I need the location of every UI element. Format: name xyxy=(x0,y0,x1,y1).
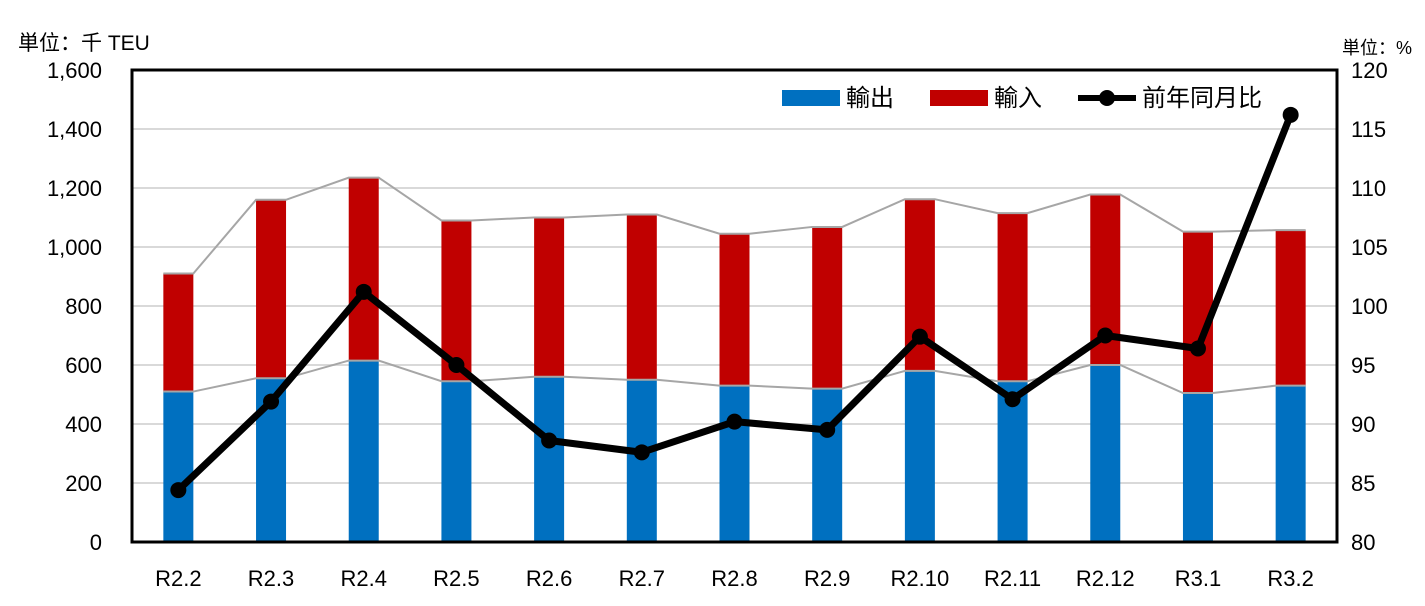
series-line-export xyxy=(163,359,1306,395)
yoy-line xyxy=(170,106,1299,499)
bar-export xyxy=(997,381,1028,542)
yoy-point xyxy=(911,328,928,345)
y-right-tick-label: 80 xyxy=(1351,530,1375,555)
bar-import xyxy=(1275,230,1306,386)
y-left-tick-label: 1,000 xyxy=(47,235,102,260)
x-tick-label: R3.1 xyxy=(1175,566,1221,591)
yoy-point xyxy=(355,283,372,300)
yoy-point xyxy=(1004,391,1021,408)
bar-export xyxy=(626,379,657,542)
y-right-tick-label: 105 xyxy=(1351,235,1388,260)
bar-export xyxy=(1090,365,1121,542)
legend-swatch-import xyxy=(930,90,988,106)
bar-import xyxy=(1182,231,1213,394)
bar-export xyxy=(1275,385,1306,542)
y-right-tick-label: 90 xyxy=(1351,412,1375,437)
y-right-tick-label: 120 xyxy=(1351,58,1388,83)
y-right-tick-label: 85 xyxy=(1351,471,1375,496)
x-tick-label: R2.7 xyxy=(619,566,665,591)
bar-import xyxy=(812,226,843,389)
yoy-point xyxy=(819,421,836,438)
y-left-tick-label: 1,200 xyxy=(47,176,102,201)
bar-export xyxy=(534,376,565,542)
bar-export xyxy=(812,388,843,542)
yoy-point xyxy=(263,393,280,410)
y-left-tick-label: 200 xyxy=(65,471,102,496)
bar-export xyxy=(719,385,750,542)
bar-import xyxy=(997,213,1028,382)
y-right-tick-label: 110 xyxy=(1351,176,1386,201)
yoy-point xyxy=(448,357,465,373)
x-tick-label: R2.6 xyxy=(526,566,572,591)
y-right-tick-label: 115 xyxy=(1351,117,1386,142)
bar-export xyxy=(441,381,472,542)
x-tick-label: R2.9 xyxy=(804,566,850,591)
legend-label-yoy: 前年同月比 xyxy=(1142,85,1262,112)
x-tick-label: R3.2 xyxy=(1267,566,1313,591)
right-axis-unit: 単位：% xyxy=(1342,38,1412,58)
y-left-tick-label: 400 xyxy=(65,412,102,437)
yoy-point xyxy=(633,444,650,461)
bars xyxy=(163,177,1306,542)
yoy-point xyxy=(1189,340,1206,357)
x-tick-label: R2.12 xyxy=(1076,566,1135,591)
series-line-total xyxy=(163,176,1306,275)
bar-export xyxy=(1182,393,1213,542)
legend-swatch-export xyxy=(782,90,840,106)
bar-import xyxy=(626,214,657,380)
y-left-tick-label: 1,400 xyxy=(47,117,102,142)
bar-import xyxy=(163,273,194,392)
legend: 輸出 輸入 前年同月比 xyxy=(782,85,1262,112)
x-tick-label: R2.2 xyxy=(155,566,201,591)
bar-import xyxy=(256,199,287,379)
y-left-tick-label: 800 xyxy=(65,294,102,319)
bar-export xyxy=(163,391,194,542)
x-axis-ticks: R2.2 R2.3 R2.4 R2.5 R2.6 R2.7 R2.8 R2.9 R2.10 R2.… xyxy=(155,566,1314,591)
bar-import xyxy=(534,217,565,377)
x-tick-label: R2.5 xyxy=(433,566,479,591)
yoy-point xyxy=(726,413,743,430)
bar-import xyxy=(719,233,750,386)
y-left-tick-label: 1,600 xyxy=(47,58,102,83)
x-tick-label: R2.10 xyxy=(891,566,950,591)
left-axis-unit: 単位：千 TEU xyxy=(18,32,150,55)
plot-border xyxy=(130,68,1339,544)
legend-label-export: 輸出 xyxy=(846,85,894,112)
y-left-tick-label: 0 xyxy=(90,530,102,555)
yoy-point xyxy=(170,482,187,499)
x-tick-label: R2.11 xyxy=(984,566,1041,591)
y-left-tick-label: 600 xyxy=(65,353,102,378)
y-right-tick-label: 100 xyxy=(1351,294,1388,319)
series-lines xyxy=(163,176,1306,395)
legend-label-import: 輸入 xyxy=(994,85,1042,112)
x-tick-label: R2.4 xyxy=(340,566,386,591)
bar-export xyxy=(348,360,379,542)
yoy-point xyxy=(541,432,558,449)
y-right-tick-label: 95 xyxy=(1351,353,1375,378)
yoy-point xyxy=(1282,106,1299,123)
x-tick-label: R2.3 xyxy=(248,566,294,591)
bar-import xyxy=(348,177,379,361)
plot-frame xyxy=(130,68,1339,544)
y-axis-right-ticks: 80 85 90 95 100 105 110 115 120 xyxy=(1351,58,1388,555)
legend-marker-yoy xyxy=(1099,90,1115,106)
y-axis-left-ticks: 0 200 400 600 800 1,000 1,200 1,400 1,600 xyxy=(47,58,102,555)
bar-export xyxy=(904,370,935,542)
yoy-point xyxy=(1097,327,1114,344)
x-tick-label: R2.8 xyxy=(711,566,757,591)
